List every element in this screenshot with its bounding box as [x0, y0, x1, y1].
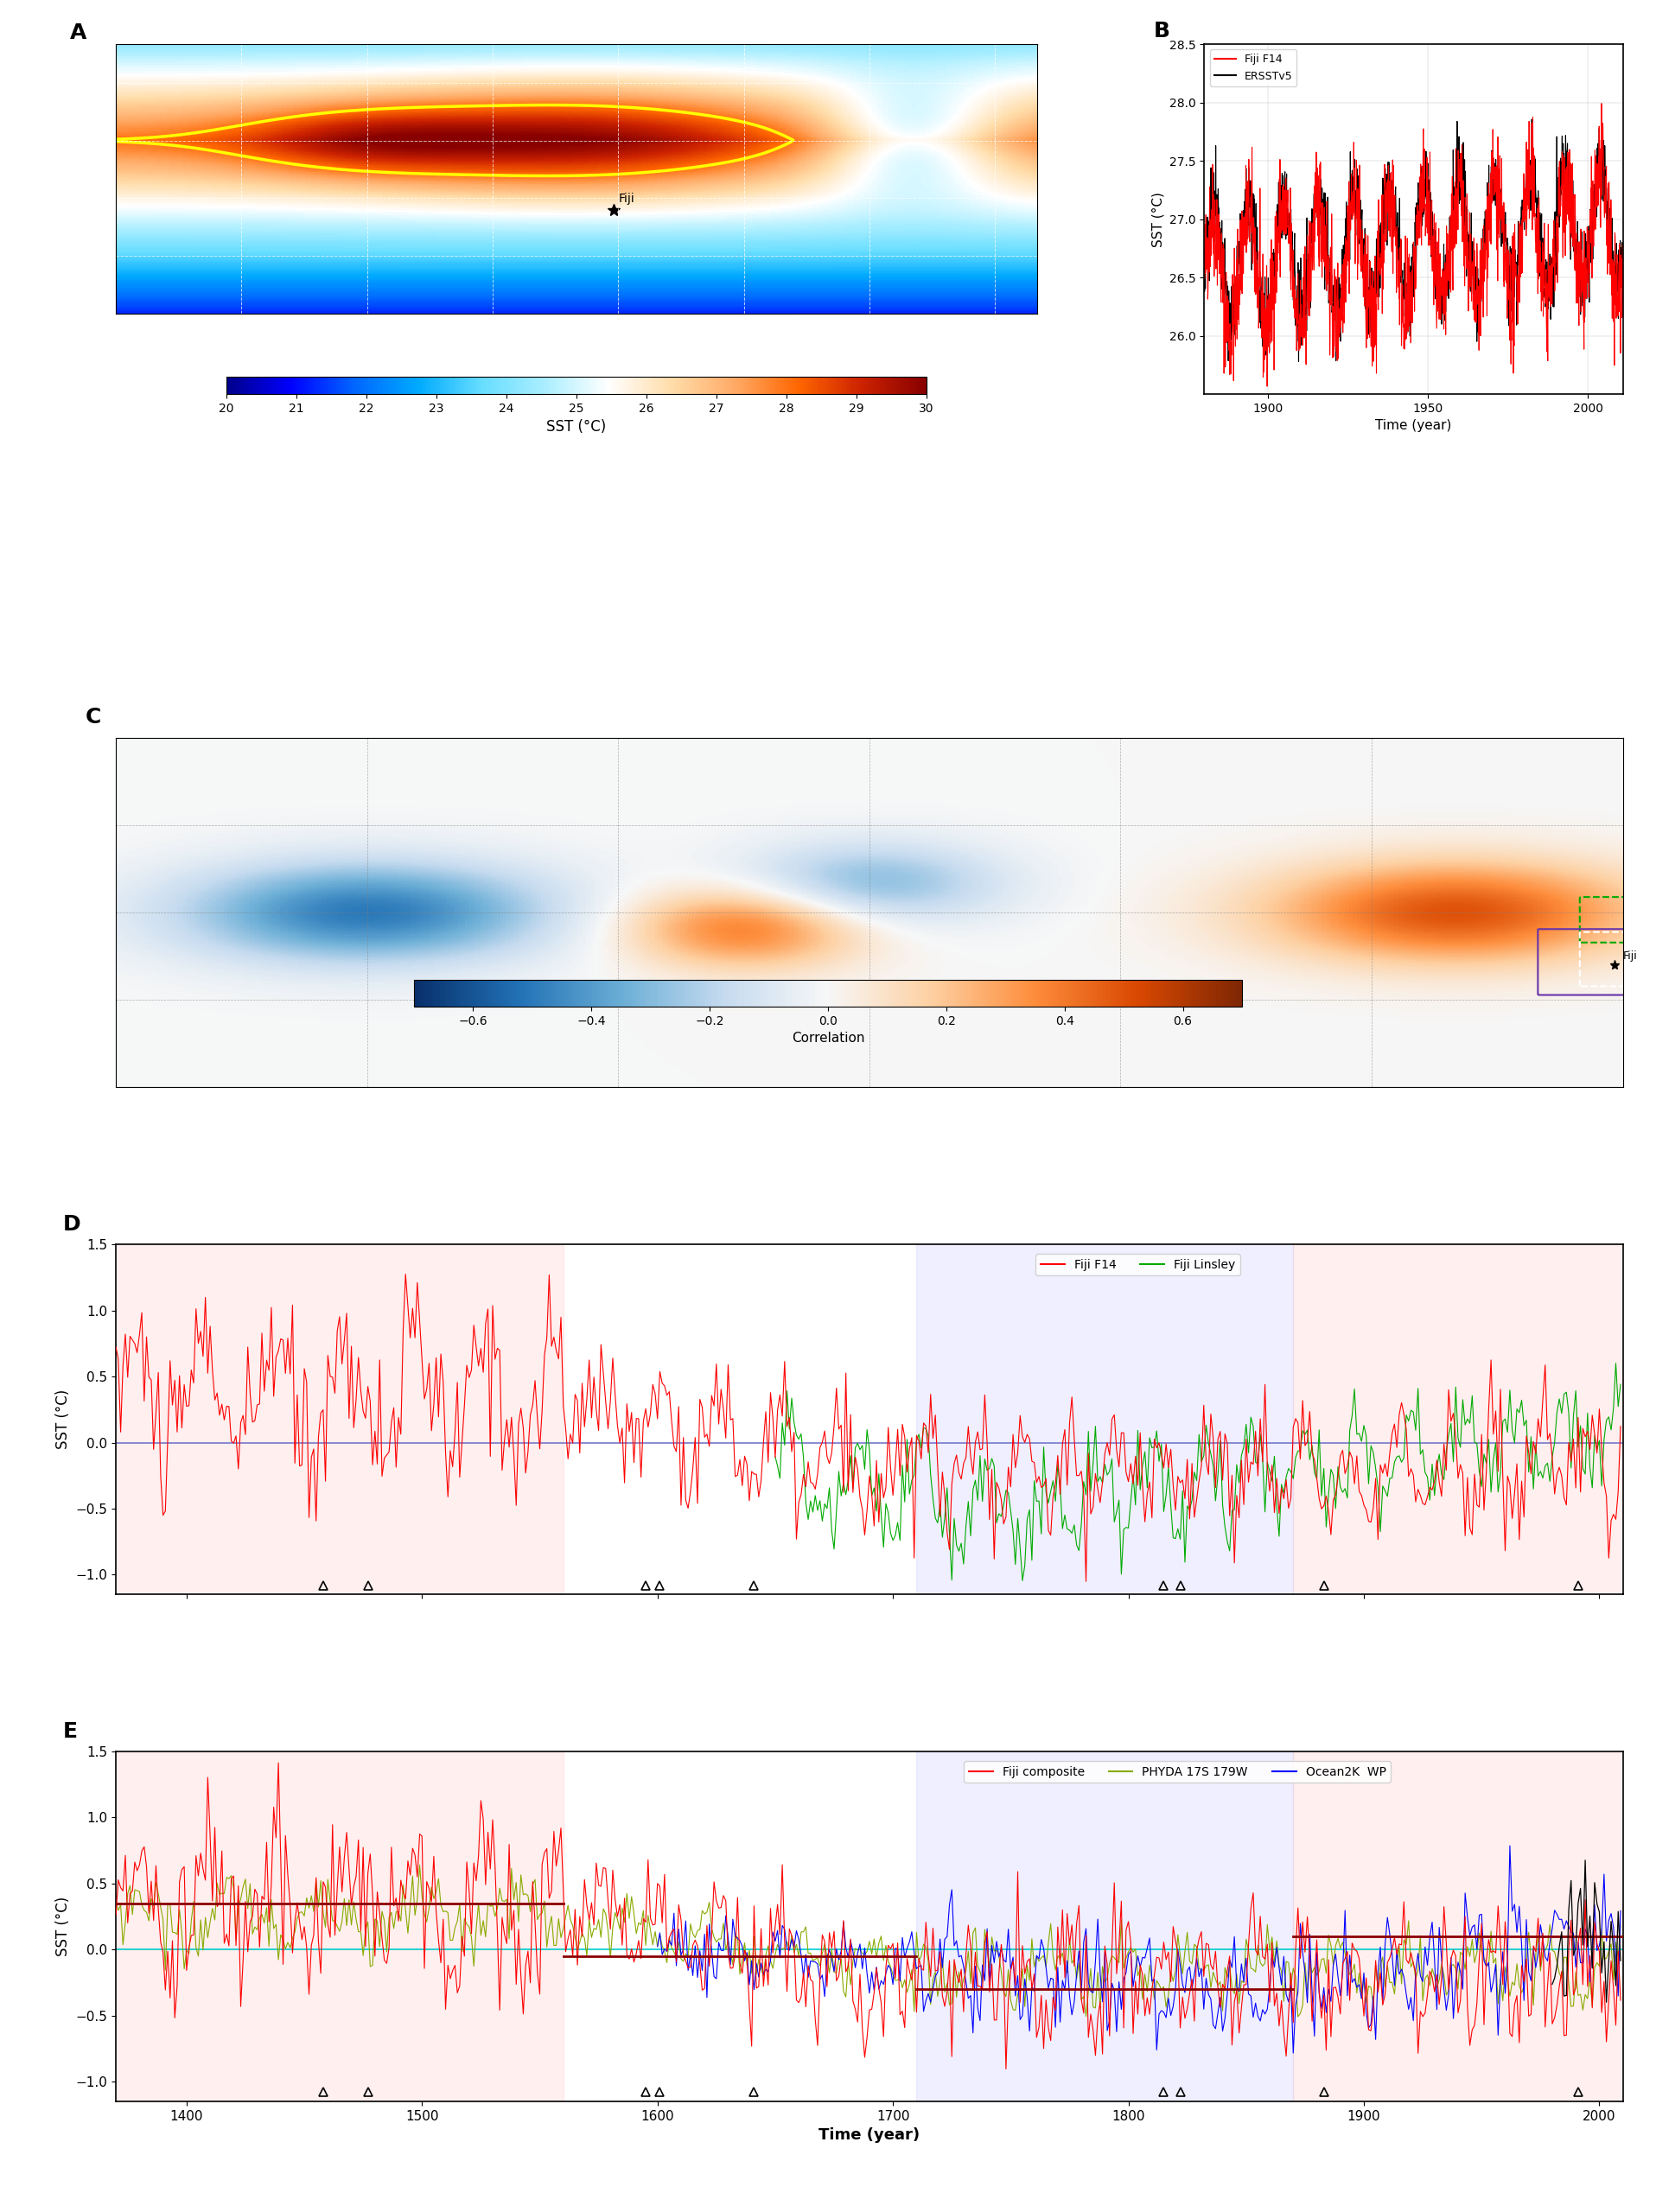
Bar: [116, 1245, 563, 1595]
Bar: [916, 1245, 1293, 1595]
Y-axis label: SST (°C): SST (°C): [55, 1896, 71, 1955]
Text: Fiji: Fiji: [618, 192, 634, 206]
Bar: [916, 1752, 1293, 2101]
Legend: Fiji F14, Fiji Linsley: Fiji F14, Fiji Linsley: [1035, 1254, 1240, 1276]
Y-axis label: SST (°C): SST (°C): [55, 1389, 71, 1449]
X-axis label: SST (°C): SST (°C): [546, 420, 606, 436]
Text: A: A: [70, 22, 86, 44]
Bar: [1293, 1245, 1623, 1595]
Text: E: E: [63, 1721, 78, 1741]
Y-axis label: SST (°C): SST (°C): [1151, 192, 1164, 248]
Text: Fiji: Fiji: [1623, 951, 1638, 962]
X-axis label: Correlation: Correlation: [792, 1031, 864, 1044]
X-axis label: Time (year): Time (year): [818, 2128, 921, 2143]
Legend: Fiji composite, PHYDA 17S 179W, Ocean2K  WP: Fiji composite, PHYDA 17S 179W, Ocean2K …: [964, 1761, 1391, 1783]
Text: D: D: [63, 1214, 81, 1234]
Bar: [1293, 1752, 1623, 2101]
Text: C: C: [86, 708, 101, 728]
Bar: [116, 1752, 563, 2101]
Legend: Fiji F14, ERSSTv5: Fiji F14, ERSSTv5: [1209, 49, 1297, 86]
X-axis label: Time (year): Time (year): [1376, 420, 1452, 431]
Text: B: B: [1154, 20, 1171, 42]
